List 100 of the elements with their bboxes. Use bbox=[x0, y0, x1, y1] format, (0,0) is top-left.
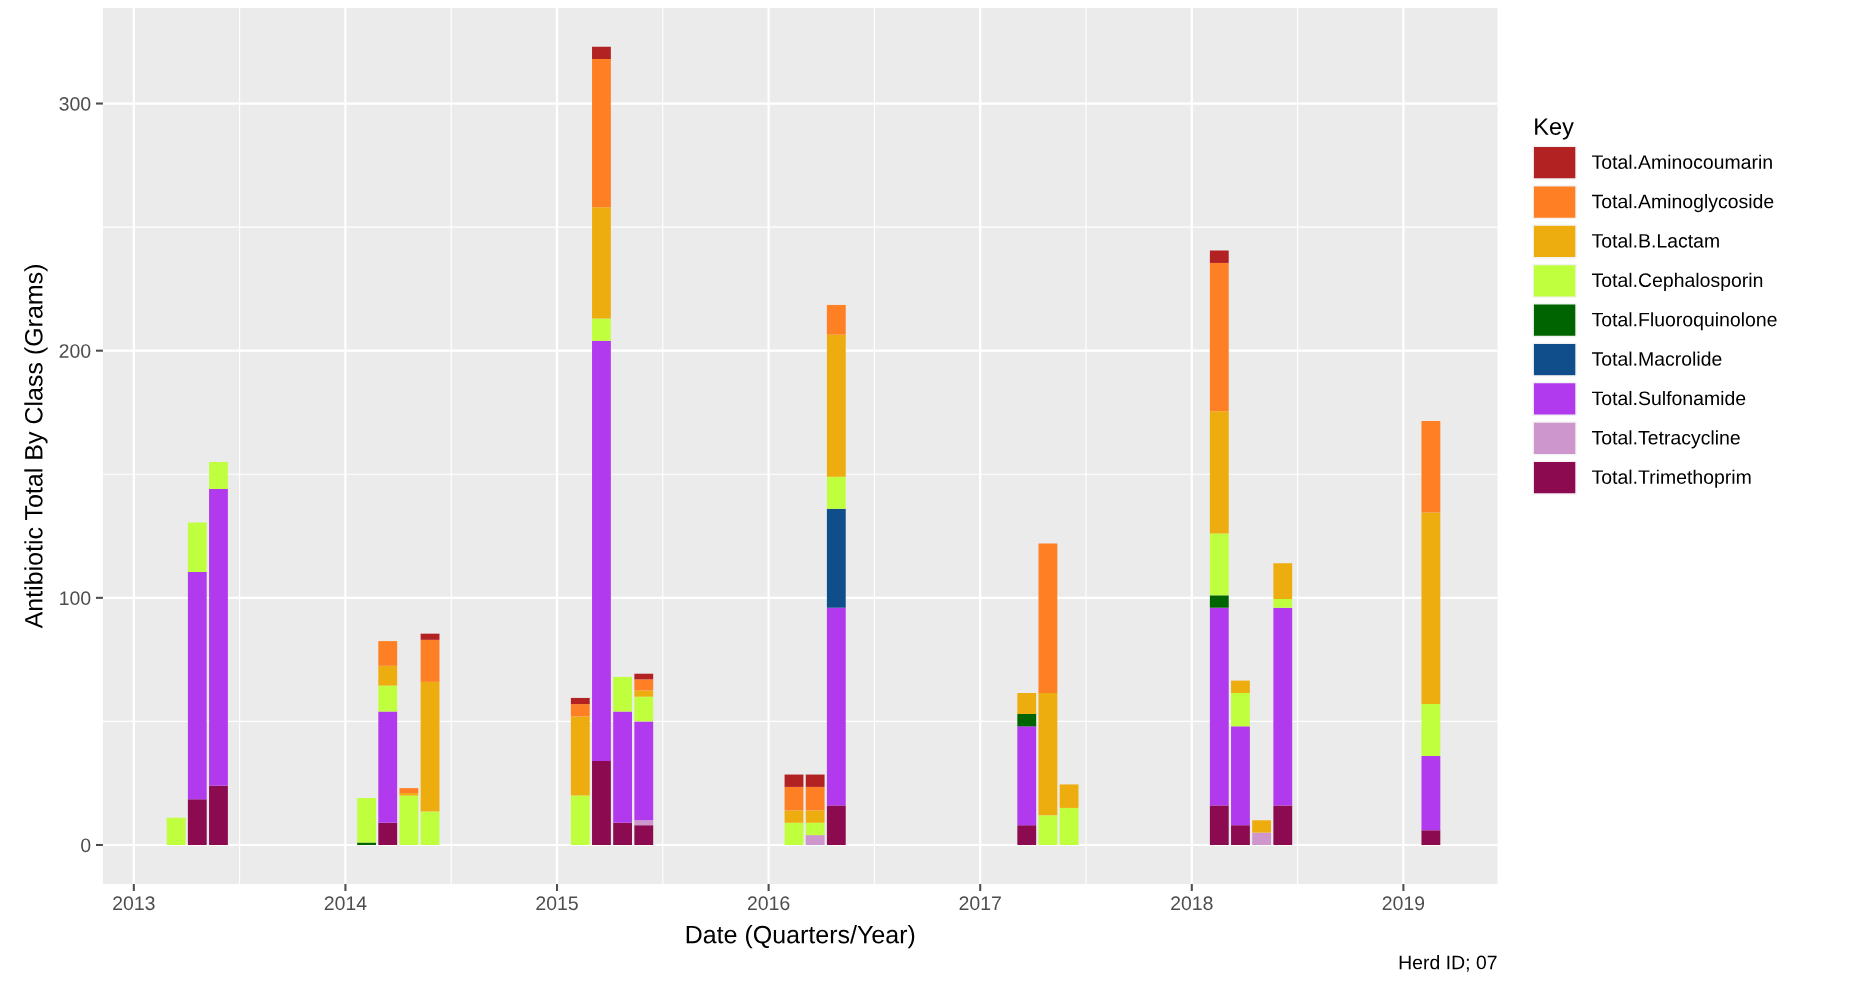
bar bbox=[1231, 692, 1250, 727]
bar bbox=[209, 489, 228, 786]
x-tick-label: 2014 bbox=[324, 896, 367, 911]
x-axis-title: Date (Quarters/Year) bbox=[686, 925, 915, 949]
legend-label: Total.Sulfonamide bbox=[1591, 390, 1746, 406]
bar bbox=[1421, 830, 1441, 845]
bar bbox=[592, 207, 611, 319]
y-tick-label: 0 bbox=[81, 838, 91, 853]
bar bbox=[399, 795, 419, 845]
bar bbox=[1038, 543, 1058, 693]
bar bbox=[1038, 692, 1058, 816]
bar bbox=[378, 641, 398, 666]
bar bbox=[1059, 784, 1079, 808]
bar bbox=[378, 711, 398, 823]
bar bbox=[805, 822, 825, 836]
bar bbox=[1209, 533, 1229, 596]
y-tick-label: 200 bbox=[59, 344, 91, 358]
bar bbox=[187, 571, 207, 800]
bar bbox=[420, 633, 440, 640]
legend-label: Total.Trimethoprim bbox=[1591, 469, 1751, 488]
bar bbox=[378, 822, 398, 845]
bar bbox=[805, 810, 825, 823]
legend-label: Total.B.Lactam bbox=[1591, 233, 1719, 248]
bar bbox=[592, 318, 611, 341]
bar bbox=[805, 835, 825, 845]
bar bbox=[399, 788, 419, 794]
bar bbox=[1209, 607, 1229, 806]
x-tick-label: 2013 bbox=[113, 896, 155, 911]
bar bbox=[826, 508, 846, 608]
bar bbox=[784, 822, 804, 845]
bar bbox=[634, 820, 654, 826]
bar bbox=[166, 817, 186, 845]
bar bbox=[1231, 680, 1250, 693]
bar bbox=[634, 696, 654, 722]
bar bbox=[1231, 825, 1250, 845]
bar bbox=[570, 704, 590, 717]
bar bbox=[634, 721, 654, 821]
bar bbox=[378, 685, 398, 712]
y-tick-label: 300 bbox=[59, 97, 91, 111]
bar bbox=[1252, 832, 1272, 845]
bar bbox=[1209, 411, 1229, 534]
bar bbox=[1231, 726, 1250, 826]
bar bbox=[784, 810, 804, 823]
bar bbox=[826, 607, 846, 806]
bar bbox=[1421, 704, 1441, 757]
bar bbox=[209, 785, 228, 845]
bar bbox=[784, 774, 804, 787]
bar bbox=[399, 793, 419, 796]
bar bbox=[420, 681, 440, 812]
bar bbox=[592, 760, 611, 845]
bar bbox=[1017, 726, 1037, 826]
bar bbox=[634, 825, 654, 845]
bar bbox=[420, 639, 440, 682]
bar bbox=[826, 805, 846, 845]
bar bbox=[1273, 563, 1293, 600]
bar bbox=[826, 476, 846, 509]
legend-label: Total.Fluoroquinolone bbox=[1591, 312, 1777, 331]
legend-label: Total.Aminocoumarin bbox=[1591, 154, 1772, 169]
bar bbox=[187, 799, 207, 845]
x-tick-label: 2016 bbox=[747, 896, 790, 911]
bar bbox=[613, 676, 633, 712]
legend-label: Total.Macrolide bbox=[1591, 351, 1722, 366]
bar bbox=[826, 304, 846, 335]
bar bbox=[784, 786, 804, 811]
x-tick-label: 2018 bbox=[1171, 896, 1213, 911]
bar bbox=[1421, 512, 1441, 705]
bar bbox=[613, 822, 633, 845]
bar bbox=[1421, 421, 1441, 513]
y-axis-title: Antibiotic Total By Class (Grams) bbox=[24, 265, 48, 629]
bar bbox=[570, 716, 590, 796]
bar bbox=[613, 711, 633, 823]
bar bbox=[1273, 599, 1293, 608]
legend-label: Total.Aminoglycoside bbox=[1591, 194, 1774, 213]
bar bbox=[1059, 807, 1079, 845]
bar bbox=[187, 522, 207, 572]
legend-label: Total.Cephalosporin bbox=[1591, 272, 1763, 291]
x-tick-label: 2019 bbox=[1382, 896, 1425, 911]
bar bbox=[570, 795, 590, 845]
bar bbox=[826, 334, 846, 477]
bar bbox=[634, 679, 654, 691]
bar bbox=[592, 340, 611, 761]
bar bbox=[592, 46, 611, 60]
bar bbox=[1209, 805, 1229, 845]
bar bbox=[634, 690, 654, 697]
bar bbox=[1421, 756, 1441, 831]
bar bbox=[1209, 262, 1229, 412]
bar bbox=[805, 786, 825, 811]
legend-title: Key bbox=[1535, 118, 1574, 140]
bar bbox=[420, 811, 440, 845]
bar bbox=[1209, 595, 1229, 608]
bar bbox=[1209, 250, 1229, 263]
bar bbox=[1273, 607, 1293, 806]
bar bbox=[592, 59, 611, 208]
bar bbox=[1273, 805, 1293, 845]
bar bbox=[1017, 714, 1037, 727]
bar bbox=[1038, 815, 1058, 845]
bar bbox=[1017, 825, 1037, 845]
bar bbox=[1252, 820, 1272, 833]
text: Herd ID; 07 bbox=[1399, 955, 1497, 972]
x-tick-label: 2017 bbox=[959, 896, 1001, 911]
